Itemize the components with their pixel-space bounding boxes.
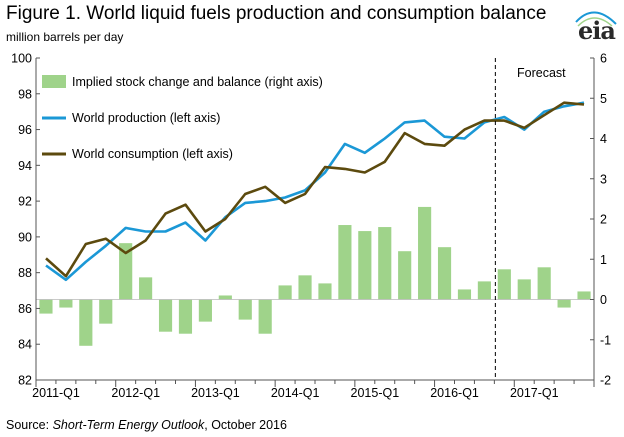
- stock-change-bar: [418, 206, 432, 300]
- legend-label-stock-change: Implied stock change and balance (right …: [72, 75, 323, 89]
- stock-change-bar: [537, 267, 551, 300]
- right-tick-label: 1: [600, 253, 607, 267]
- forecast-label: Forecast: [517, 66, 566, 80]
- stock-change-bar: [218, 295, 232, 300]
- legend-label-consumption: World consumption (left axis): [72, 147, 233, 161]
- right-tick-label: 0: [600, 293, 607, 307]
- stock-change-bar: [119, 243, 133, 300]
- stock-change-bar: [358, 231, 372, 300]
- stock-change-bar: [338, 225, 352, 300]
- right-tick-label: -2: [600, 374, 611, 388]
- right-tick-label: 3: [600, 172, 607, 186]
- stock-change-bar: [99, 299, 113, 324]
- right-tick-label: 5: [600, 92, 607, 106]
- axes: 82 84 86 88 90 92 94 96 98 100 -2 -1 0 1 2 3 4 5 6 2011-Q1 2…: [11, 52, 611, 401]
- stock-change-bar: [398, 251, 412, 300]
- left-tick-label: 98: [18, 87, 32, 101]
- stock-change-bar: [59, 299, 73, 308]
- stock-change-bar: [39, 299, 53, 314]
- x-tick-label: 2013-Q1: [191, 386, 240, 400]
- stock-change-bar: [258, 299, 272, 334]
- left-tick-label: 100: [11, 52, 32, 66]
- stock-change-bar: [318, 283, 332, 300]
- legend-label-production: World production (left axis): [72, 111, 220, 125]
- bar-series: [39, 206, 591, 346]
- left-tick-label: 96: [18, 123, 32, 137]
- left-tick-label: 92: [18, 195, 32, 209]
- stock-change-bar: [477, 281, 491, 300]
- source-date: , October 2016: [204, 418, 287, 432]
- left-tick-label: 84: [18, 338, 32, 352]
- stock-change-bar: [79, 299, 93, 346]
- stock-change-bar: [378, 227, 392, 300]
- stock-change-bar: [238, 299, 252, 320]
- stock-change-bar: [457, 289, 472, 300]
- x-tick-label: 2012-Q1: [111, 386, 160, 400]
- x-tick-label: 2014-Q1: [271, 386, 320, 400]
- legend: Implied stock change and balance (right …: [42, 75, 323, 161]
- stock-change-bar: [497, 269, 511, 300]
- right-tick-label: -1: [600, 333, 611, 347]
- left-tick-label: 82: [18, 374, 32, 388]
- stock-change-bar: [278, 285, 292, 300]
- stock-change-bar: [298, 275, 312, 300]
- eia-logo: eia: [578, 16, 616, 45]
- source-label: Source:: [6, 418, 50, 432]
- left-tick-label: 94: [18, 159, 32, 173]
- x-tick-label: 2017-Q1: [510, 386, 559, 400]
- stock-change-bar: [437, 247, 452, 300]
- x-tick-label: 2016-Q1: [430, 386, 479, 400]
- line-series: [45, 101, 585, 282]
- stock-change-bar: [198, 299, 212, 322]
- left-tick-label: 88: [18, 266, 32, 280]
- chart-title: Figure 1. World liquid fuels production …: [6, 3, 547, 24]
- source-publication: Short-Term Energy Outlook: [52, 418, 205, 432]
- right-tick-label: 4: [600, 132, 607, 146]
- source-note: Source: Short-Term Energy Outlook, Octob…: [6, 418, 287, 432]
- chart-subtitle: million barrels per day: [6, 30, 124, 44]
- stock-change-bar: [557, 299, 571, 308]
- stock-change-bar: [577, 291, 591, 300]
- stock-change-bar: [158, 299, 173, 332]
- stock-change-bar: [517, 279, 531, 300]
- right-tick-label: 6: [600, 52, 607, 66]
- consumption-line: [45, 101, 585, 278]
- left-tick-label: 86: [18, 302, 32, 316]
- eia-logo-arc-icon: [575, 11, 617, 27]
- x-tick-label: 2011-Q1: [32, 386, 80, 400]
- stock-change-bar: [178, 299, 193, 334]
- stock-change-bar: [139, 277, 153, 300]
- legend-swatch-stock-change: [42, 75, 66, 88]
- left-tick-label: 90: [18, 230, 32, 244]
- right-tick-label: 2: [600, 213, 607, 227]
- x-tick-label: 2015-Q1: [351, 386, 400, 400]
